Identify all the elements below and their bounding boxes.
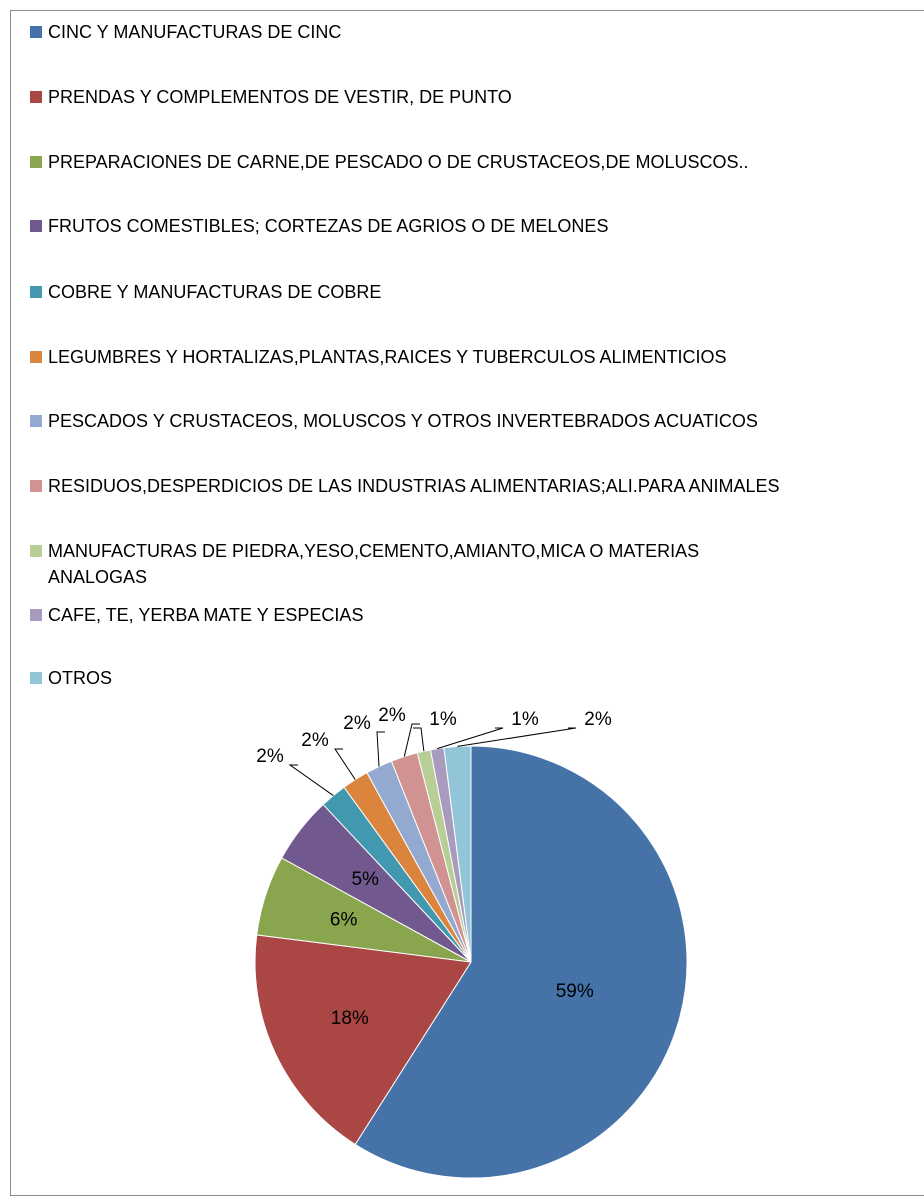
legend-swatch [30,286,42,298]
legend-swatch [30,351,42,363]
legend-entry: COBRE Y MANUFACTURAS DE COBRE [30,279,381,305]
legend-swatch [30,220,42,232]
legend-swatch [30,609,42,621]
legend-swatch [30,26,42,38]
legend-swatch [30,156,42,168]
legend-label: PREPARACIONES DE CARNE,DE PESCADO O DE C… [48,152,749,172]
legend-label: CAFE, TE, YERBA MATE Y ESPECIAS [48,605,364,625]
legend-swatch [30,91,42,103]
legend-entry: MANUFACTURAS DE PIEDRA,YESO,CEMENTO,AMIA… [30,538,790,590]
data-label: 2% [301,730,329,751]
leader-line [437,727,504,750]
legend-swatch [30,415,42,427]
legend-entry: LEGUMBRES Y HORTALIZAS,PLANTAS,RAICES Y … [30,344,727,370]
legend-label: MANUFACTURAS DE PIEDRA,YESO,CEMENTO,AMIA… [48,541,700,587]
pie-slice [443,745,472,963]
legend-entry: PRENDAS Y COMPLEMENTOS DE VESTIR, DE PUN… [30,84,512,110]
leader-line [413,727,425,752]
legend-label: LEGUMBRES Y HORTALIZAS,PLANTAS,RAICES Y … [48,347,727,367]
legend-entry: CAFE, TE, YERBA MATE Y ESPECIAS [30,602,363,628]
legend-entry: OTROS [30,665,112,691]
legend-entry: RESIDUOS,DESPERDICIOS DE LAS INDUSTRIAS … [30,473,780,499]
legend-label: OTROS [48,668,113,688]
data-label: 2% [584,709,612,730]
data-label: 1% [429,709,457,730]
legend-label: FRUTOS COMESTIBLES; CORTEZAS DE AGRIOS O… [48,216,609,236]
legend-swatch [30,545,42,557]
leader-line [334,748,356,780]
legend-entry: CINC Y MANUFACTURAS DE CINC [30,19,341,45]
data-label: 2% [378,705,406,726]
leader-line [288,764,334,796]
legend-swatch [30,672,42,684]
legend-label: CINC Y MANUFACTURAS DE CINC [48,22,342,42]
data-label: 1% [511,709,539,730]
data-label: 2% [256,746,284,767]
leader-line [403,723,420,757]
data-label: 5% [351,869,379,890]
pie-slice [254,934,472,1146]
legend-entry: PESCADOS Y CRUSTACEOS, MOLUSCOS Y OTROS … [30,408,758,434]
legend-label: PRENDAS Y COMPLEMENTOS DE VESTIR, DE PUN… [48,87,512,107]
legend-entry: PREPARACIONES DE CARNE,DE PESCADO O DE C… [30,149,748,175]
data-label: 2% [343,713,371,734]
legend-label: COBRE Y MANUFACTURAS DE COBRE [48,282,382,302]
data-label: 6% [330,910,358,931]
legend-label: PESCADOS Y CRUSTACEOS, MOLUSCOS Y OTROS … [48,411,758,431]
legend-entry: FRUTOS COMESTIBLES; CORTEZAS DE AGRIOS O… [30,213,608,239]
leader-line [376,731,385,767]
data-label: 59% [556,981,594,1002]
chart-border [10,10,924,1196]
legend-swatch [30,480,42,492]
data-label: 18% [331,1008,369,1029]
leader-line [457,727,577,747]
legend-label: RESIDUOS,DESPERDICIOS DE LAS INDUSTRIAS … [48,476,780,496]
pie-slice [354,745,688,1179]
